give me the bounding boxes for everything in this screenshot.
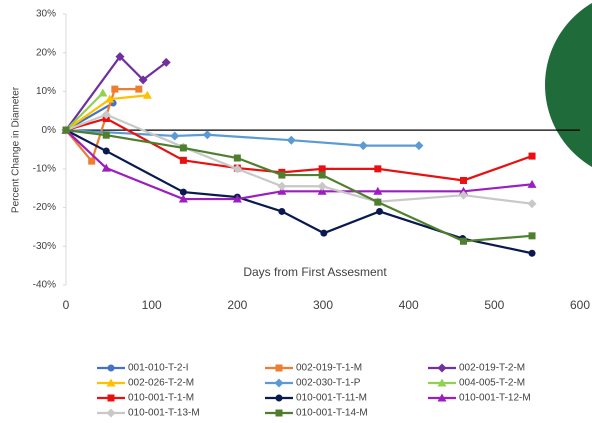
data-point bbox=[202, 130, 212, 140]
data-point bbox=[459, 237, 467, 245]
data-point bbox=[277, 181, 287, 191]
legend-label: 010-001-T-12-M bbox=[459, 393, 531, 404]
data-point bbox=[111, 85, 119, 93]
legend-label: 010-001-T-1-M bbox=[128, 393, 194, 404]
legend-marker bbox=[106, 408, 116, 418]
data-point bbox=[527, 199, 537, 209]
legend-marker bbox=[106, 378, 116, 387]
data-point bbox=[232, 194, 242, 203]
data-point bbox=[115, 52, 125, 62]
y-tick-label: 20% bbox=[36, 47, 56, 58]
legend-label: 004-005-T-2-M bbox=[459, 378, 525, 389]
legend-marker bbox=[437, 378, 447, 387]
data-point bbox=[317, 181, 327, 191]
data-point bbox=[318, 165, 326, 173]
data-point bbox=[170, 131, 180, 141]
data-point bbox=[459, 176, 467, 184]
legend-marker bbox=[107, 364, 115, 372]
data-point bbox=[528, 152, 536, 160]
data-point bbox=[138, 75, 148, 85]
data-point bbox=[317, 186, 327, 195]
legend-label: 010-001-T-13-M bbox=[128, 408, 200, 419]
data-point bbox=[277, 186, 287, 195]
data-point bbox=[458, 190, 468, 200]
data-point bbox=[62, 126, 70, 134]
x-tick-label: 0 bbox=[63, 298, 70, 312]
legend-label: 002-026-T-2-M bbox=[128, 378, 194, 389]
data-point bbox=[414, 141, 424, 151]
data-point bbox=[358, 141, 368, 151]
data-point bbox=[179, 188, 187, 196]
data-point bbox=[528, 232, 536, 240]
data-point bbox=[527, 179, 537, 188]
data-point bbox=[320, 229, 328, 237]
data-point bbox=[233, 154, 241, 162]
data-point bbox=[102, 147, 110, 155]
legend-marker bbox=[275, 394, 283, 402]
x-tick-label: 500 bbox=[484, 298, 504, 312]
y-tick-label: 0% bbox=[42, 125, 57, 136]
data-point bbox=[88, 157, 96, 165]
y-tick-label: 30% bbox=[36, 9, 56, 20]
x-tick-label: 300 bbox=[313, 298, 333, 312]
data-point bbox=[105, 94, 115, 103]
data-point bbox=[142, 90, 152, 99]
legend-label: 010-001-T-11-M bbox=[296, 393, 367, 404]
data-point bbox=[286, 135, 296, 145]
data-point bbox=[98, 88, 108, 97]
legend-label: 002-019-T-1-M bbox=[296, 363, 362, 374]
legend-label: 001-010-T-2-I bbox=[128, 363, 189, 374]
legend-label: 002-030-T-1-P bbox=[296, 378, 361, 389]
data-point bbox=[278, 171, 286, 179]
series-line bbox=[65, 88, 139, 164]
data-point bbox=[161, 57, 171, 67]
legend-label: 010-001-T-14-M bbox=[296, 408, 368, 419]
legend-marker bbox=[275, 364, 283, 372]
legend-marker bbox=[437, 393, 447, 402]
data-point bbox=[376, 207, 384, 215]
data-point bbox=[179, 156, 187, 164]
y-tick-label: -40% bbox=[33, 280, 56, 291]
y-axis-label: Percent Change in Diameter bbox=[11, 86, 22, 213]
legend-marker bbox=[107, 394, 115, 402]
y-tick-label: -30% bbox=[33, 241, 56, 252]
data-point bbox=[102, 131, 110, 139]
series-line bbox=[65, 92, 104, 131]
legend-marker bbox=[437, 363, 447, 373]
y-tick-label: -20% bbox=[33, 202, 56, 213]
data-point bbox=[101, 110, 111, 120]
x-tick-label: 200 bbox=[227, 298, 247, 312]
data-point bbox=[373, 186, 383, 195]
y-tick-label: -10% bbox=[33, 163, 56, 174]
data-point bbox=[179, 144, 187, 152]
data-point bbox=[374, 165, 382, 173]
legend-marker bbox=[274, 378, 284, 388]
data-point bbox=[178, 194, 188, 203]
x-tick-label: 600 bbox=[570, 298, 590, 312]
data-point bbox=[318, 171, 326, 179]
callout-bubble bbox=[545, 3, 592, 167]
x-tick-label: 400 bbox=[399, 298, 419, 312]
x-tick-label: 100 bbox=[142, 298, 162, 312]
series-line bbox=[65, 54, 167, 131]
y-tick-label: 10% bbox=[36, 86, 56, 97]
data-point bbox=[101, 163, 111, 172]
data-point bbox=[528, 249, 536, 257]
x-axis-label: Days from First Assesment bbox=[243, 265, 387, 279]
data-point bbox=[135, 85, 143, 93]
data-point bbox=[232, 164, 242, 174]
legend-label: 002-019-T-2-M bbox=[459, 363, 525, 374]
data-point bbox=[374, 198, 382, 206]
legend-marker bbox=[275, 409, 283, 417]
data-point bbox=[278, 207, 286, 215]
